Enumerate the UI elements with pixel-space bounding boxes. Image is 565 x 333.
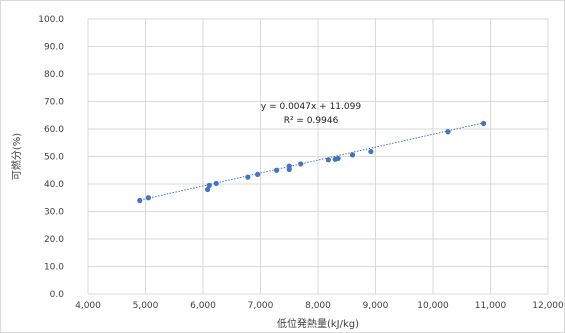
trendline-equation: y = 0.0047x + 11.099 bbox=[261, 102, 361, 112]
gridlines bbox=[87, 18, 549, 295]
data-point bbox=[206, 182, 212, 188]
data-point bbox=[481, 120, 487, 127]
y-tick-label: 80.0 bbox=[44, 70, 64, 80]
trendline-r-squared: R² = 0.9946 bbox=[284, 116, 339, 126]
x-tick-label: 11,000 bbox=[475, 301, 507, 311]
y-axis-title: 可燃分(%) bbox=[10, 133, 23, 180]
x-tick-labels: 4,000 5,000 6,000 7,000 8,000 9,000 10,000 11,0… bbox=[75, 301, 564, 311]
x-tick-label: 6,000 bbox=[190, 301, 216, 311]
data-point bbox=[325, 157, 331, 163]
y-tick-label: 40.0 bbox=[44, 180, 64, 190]
data-point bbox=[298, 161, 304, 167]
data-point bbox=[205, 186, 211, 193]
data-point bbox=[274, 167, 280, 173]
x-tick-label: 9,000 bbox=[363, 301, 389, 311]
x-tick-label: 5,000 bbox=[133, 301, 159, 311]
data-point bbox=[137, 197, 143, 204]
data-point bbox=[255, 171, 261, 177]
data-point bbox=[335, 155, 341, 162]
data-point bbox=[145, 195, 151, 201]
x-axis-title: 低位発熱量(kJ/kg) bbox=[277, 317, 359, 330]
x-tick-label: 8,000 bbox=[305, 301, 331, 311]
data-point bbox=[445, 129, 451, 135]
x-tick-label: 10,000 bbox=[417, 301, 449, 311]
trendline bbox=[137, 121, 487, 202]
y-tick-labels: 0.0 10.0 20.0 30.0 40.0 50.0 60.0 70.0 80.0 90.0 1… bbox=[38, 15, 64, 300]
y-tick-label: 50.0 bbox=[44, 153, 64, 163]
y-tick-label: 100.0 bbox=[38, 15, 64, 25]
y-tick-label: 0.0 bbox=[50, 290, 65, 300]
data-point bbox=[245, 174, 251, 180]
data-point bbox=[368, 148, 374, 155]
y-tick-label: 90.0 bbox=[44, 43, 64, 53]
x-tick-label: 12,000 bbox=[532, 301, 564, 311]
data-point bbox=[286, 163, 292, 169]
y-tick-label: 70.0 bbox=[44, 98, 64, 108]
data-points bbox=[137, 120, 487, 204]
y-tick-label: 30.0 bbox=[44, 208, 64, 218]
data-point bbox=[213, 180, 219, 187]
y-tick-label: 20.0 bbox=[44, 235, 64, 245]
y-tick-label: 10.0 bbox=[44, 263, 64, 273]
x-tick-label: 7,000 bbox=[248, 301, 274, 311]
x-tick-label: 4,000 bbox=[75, 301, 101, 311]
data-point bbox=[349, 152, 356, 158]
y-tick-label: 60.0 bbox=[44, 125, 64, 135]
